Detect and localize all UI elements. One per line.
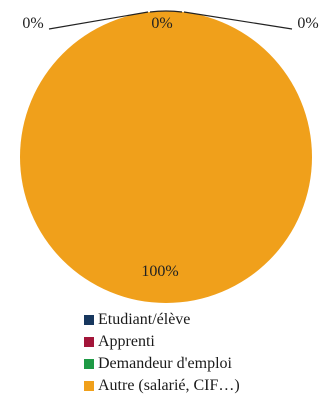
legend-swatch [84,381,94,391]
legend-item-autre: Autre (salarié, CIF…) [84,375,240,397]
pie-slice-autre-salari-cif [20,11,312,303]
legend-label: Etudiant/élève [98,311,191,328]
legend-swatch [84,315,94,325]
pie-slices [20,11,312,303]
legend-label: Apprenti [98,333,155,350]
legend-item-etudiant: Etudiant/élève [84,309,240,331]
data-labels: 0% 0% 0% 100% [22,15,318,280]
data-label: 0% [297,15,318,32]
legend-item-demandeur: Demandeur d'emploi [84,353,240,375]
data-label: 0% [22,15,43,32]
data-label: 100% [141,263,178,280]
pie-chart: 0% 0% 0% 100% [20,10,319,303]
zero-slice-edge [149,10,183,13]
legend-label: Autre (salarié, CIF…) [98,377,240,394]
legend: Etudiant/élève Apprenti Demandeur d'empl… [84,309,240,397]
legend-swatch [84,359,94,369]
data-label: 0% [151,15,172,32]
leader-line [48,11,149,30]
legend-label: Demandeur d'emploi [98,355,232,372]
leader-lines [48,10,293,30]
legend-item-apprenti: Apprenti [84,331,240,353]
legend-swatch [84,337,94,347]
leader-line [183,11,293,30]
